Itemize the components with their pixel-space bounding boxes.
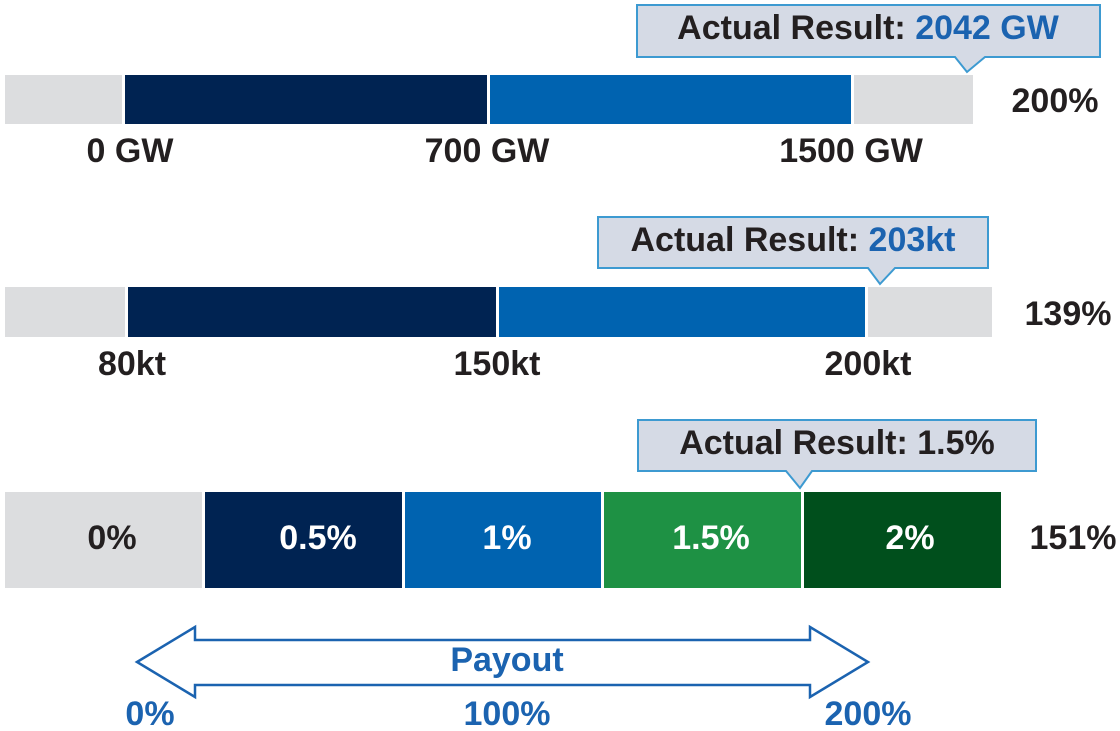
payout-tick: 100%	[464, 695, 551, 731]
callout-value: 2042 GW	[915, 9, 1060, 47]
segment-label: 1.5%	[672, 519, 750, 557]
callout-box	[637, 419, 1037, 490]
segment-label: 0%	[87, 519, 136, 557]
segment-label: 1%	[482, 519, 531, 557]
tick-label: 200kt	[825, 345, 912, 383]
bar-segment	[490, 75, 851, 124]
bar-segment	[868, 287, 992, 337]
tick-label: 1500 GW	[779, 132, 924, 170]
bar-segment	[5, 287, 125, 337]
segment-label: 2%	[885, 519, 934, 557]
callout-label: Actual Result:	[679, 424, 908, 462]
row-3: Actual Result: 1.5% 0% 0.5% 1% 1.5% 2% 1…	[5, 419, 1117, 588]
bar-segment	[5, 75, 122, 124]
bar-segment	[5, 492, 202, 588]
bar-segment	[854, 75, 973, 124]
callout-box	[597, 216, 989, 286]
callout-text: Actual Result: 1.5%	[679, 424, 995, 462]
payout-percent: 200%	[1012, 82, 1099, 120]
tick-label: 0 GW	[87, 132, 175, 170]
tick-label: 80kt	[98, 345, 166, 383]
tick-label: 150kt	[454, 345, 541, 383]
callout-text: Actual Result: 2042 GW	[677, 9, 1060, 47]
payout-label: Payout	[450, 641, 563, 679]
bar-segment	[405, 492, 601, 588]
payout-scale: Payout 0% 100% 200%	[125, 624, 912, 731]
bar-segment	[804, 492, 1001, 588]
bar-segment	[205, 492, 402, 588]
bar-segment	[499, 287, 865, 337]
row-1: Actual Result: 2042 GW 0 GW 700 GW 1500 …	[5, 4, 1101, 170]
callout-box	[636, 4, 1101, 74]
callout-value: 1.5%	[917, 424, 995, 462]
row-2: Actual Result: 203kt 80kt 150kt 200kt 13…	[5, 216, 1112, 383]
payout-tick: 0%	[125, 695, 174, 731]
bar-segment	[125, 75, 487, 124]
bar-segment	[128, 287, 496, 337]
segment-label: 0.5%	[279, 519, 357, 557]
callout-label: Actual Result:	[677, 9, 906, 47]
callout-label: Actual Result:	[630, 221, 859, 259]
double-arrow	[134, 624, 871, 700]
callout-text: Actual Result: 203kt	[630, 221, 955, 259]
bar-segment	[604, 492, 801, 588]
payout-tick: 200%	[825, 695, 912, 731]
callout-value: 203kt	[869, 221, 956, 259]
payout-percent: 139%	[1025, 295, 1112, 333]
payout-percent: 151%	[1030, 519, 1117, 557]
tick-label: 700 GW	[425, 132, 551, 170]
